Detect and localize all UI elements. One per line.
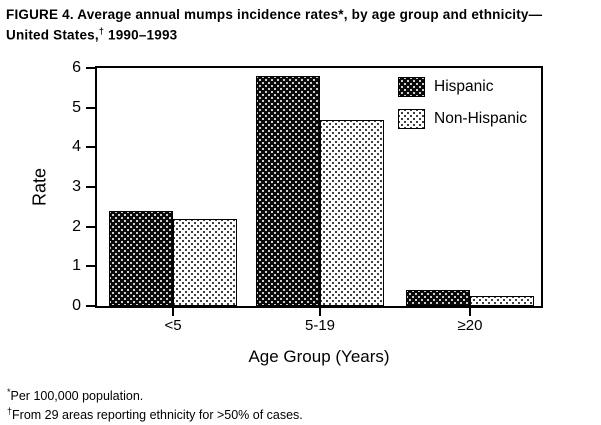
- y-tick-4: [86, 146, 95, 148]
- y-tick-label-5: 5: [72, 99, 81, 116]
- bar-non-hispanic-<5: [173, 219, 237, 306]
- y-tick-label-6: 6: [72, 59, 81, 76]
- legend-swatch-hispanic: [398, 76, 425, 97]
- legend-swatch-non-hispanic: [398, 108, 425, 129]
- footnote-reporting-areas: †From 29 areas reporting ethnicity for >…: [7, 404, 303, 423]
- legend: Hispanic Non-Hispanic: [398, 76, 527, 140]
- x-tick-label-<5: <5: [164, 317, 182, 334]
- legend-item-hispanic: Hispanic: [398, 76, 527, 97]
- footnotes: *Per 100,000 population. †From 29 areas …: [7, 385, 303, 423]
- x-tick-5-19: [319, 306, 321, 316]
- asterisk-superscript: *: [7, 387, 11, 397]
- legend-label-non-hispanic: Non-Hispanic: [434, 109, 528, 127]
- footnote-rate-definition-text: Per 100,000 population.: [10, 389, 144, 404]
- dagger-superscript-footnote: †: [7, 406, 13, 417]
- y-tick-6: [86, 67, 95, 69]
- y-tick-0: [86, 305, 95, 307]
- figure-title-line2: United States,† 1990–1993: [6, 23, 598, 44]
- legend-item-non-hispanic: Non-Hispanic: [398, 108, 527, 129]
- y-tick-label-2: 2: [72, 218, 81, 235]
- y-tick-2: [86, 226, 95, 228]
- bar-non-hispanic-5-19: [320, 120, 384, 306]
- y-tick-label-3: 3: [72, 178, 81, 195]
- x-tick-≥20: [469, 306, 471, 316]
- y-tick-3: [86, 186, 95, 188]
- figure-title: FIGURE 4. Average annual mumps incidence…: [6, 6, 598, 44]
- dagger-superscript: †: [98, 26, 105, 36]
- y-tick-1: [86, 265, 95, 267]
- y-tick-label-1: 1: [72, 257, 81, 274]
- bar-non-hispanic-≥20: [470, 296, 534, 306]
- bar-hispanic-≥20: [406, 290, 470, 306]
- y-tick-5: [86, 107, 95, 109]
- figure-title-line1: FIGURE 4. Average annual mumps incidence…: [6, 7, 543, 22]
- bar-hispanic-<5: [109, 211, 173, 306]
- figure-title-line2-post: 1990–1993: [104, 27, 178, 43]
- bar-hispanic-5-19: [256, 76, 320, 306]
- plot-area: Hispanic Non-Hispanic <5 5-19 ≥20 0 1 2 3 4 5 6: [72, 59, 543, 334]
- x-tick-<5: [172, 306, 174, 316]
- x-tick-label-5-19: 5-19: [304, 317, 336, 334]
- footnote-reporting-areas-text: From 29 areas reporting ethnicity for >5…: [12, 408, 303, 423]
- y-tick-label-0: 0: [72, 297, 81, 314]
- x-tick-label-≥20: ≥20: [457, 317, 483, 334]
- x-axis-title: Age Group (Years): [248, 347, 390, 366]
- footnote-rate-definition: *Per 100,000 population.: [7, 385, 303, 404]
- figure-title-line2-pre: United States,: [6, 27, 99, 43]
- y-axis-title: Rate: [29, 167, 50, 207]
- y-tick-label-4: 4: [72, 138, 81, 155]
- legend-label-hispanic: Hispanic: [434, 77, 494, 95]
